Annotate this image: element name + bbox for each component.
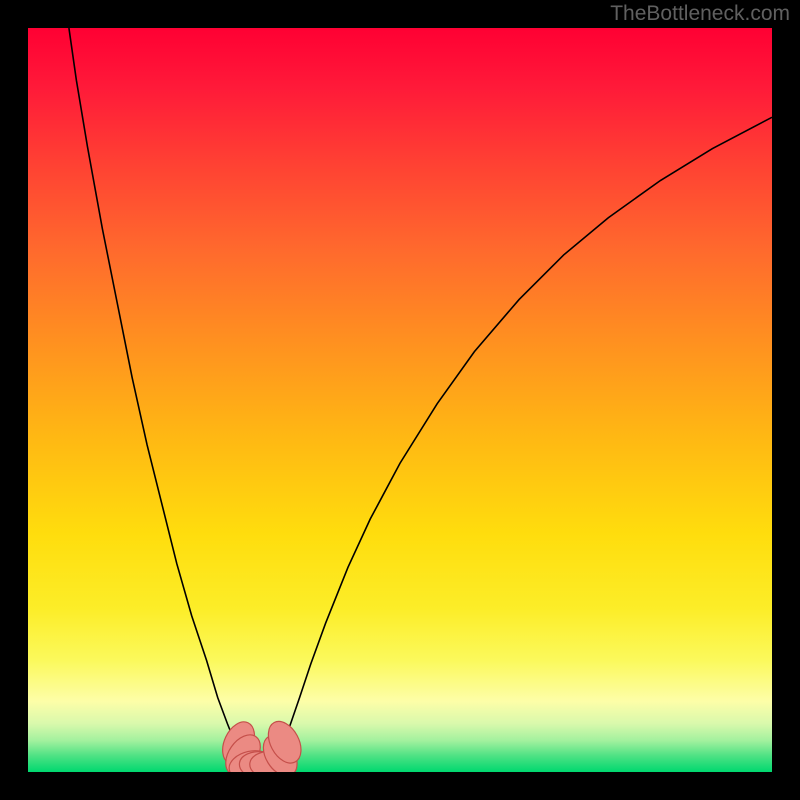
curve-right bbox=[279, 117, 772, 755]
chart-curves bbox=[28, 28, 772, 772]
curve-markers bbox=[216, 716, 307, 772]
curve-left bbox=[69, 28, 241, 756]
chart-plot-area bbox=[28, 28, 772, 772]
watermark-text: TheBottleneck.com bbox=[610, 2, 790, 26]
